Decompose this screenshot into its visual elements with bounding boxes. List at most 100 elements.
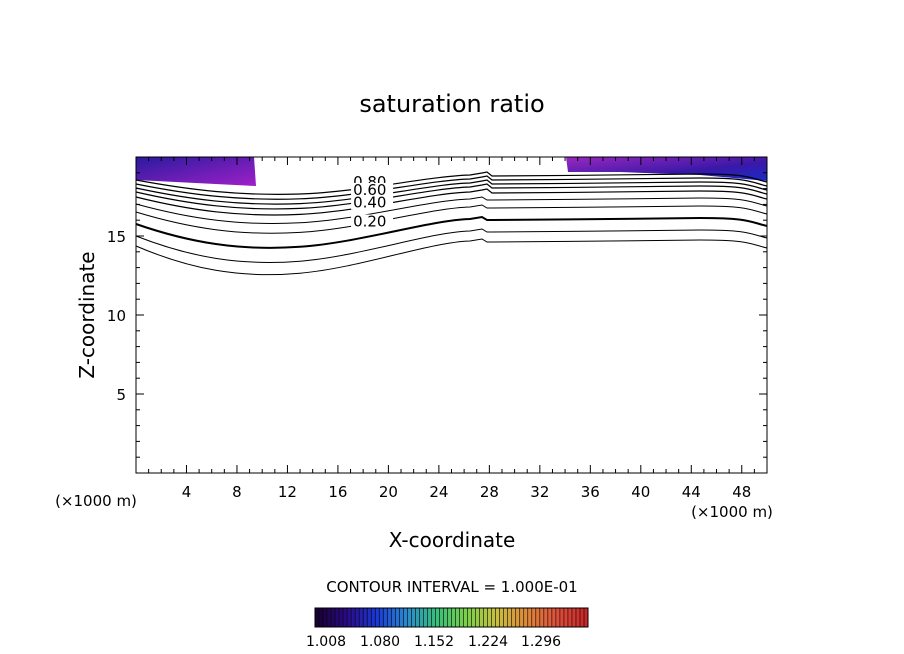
colorbar-cell <box>403 608 408 627</box>
colorbar-cell <box>347 608 352 627</box>
colorbar-cell <box>399 608 404 627</box>
colorbar-cell <box>511 608 516 627</box>
colorbar-cell <box>507 608 512 627</box>
contour-line <box>135 179 768 205</box>
filled-regions <box>136 157 767 186</box>
colorbar-cell <box>315 608 320 627</box>
colorbar-cell <box>379 608 384 627</box>
colorbar-cell <box>479 608 484 627</box>
colorbar-cell <box>547 608 552 627</box>
colorbar-cell <box>563 608 568 627</box>
contour-line <box>135 196 768 225</box>
colorbar-cell <box>535 608 540 627</box>
colorbar-cell <box>411 608 416 627</box>
colorbar-cell <box>531 608 536 627</box>
colorbar-cell <box>579 608 584 627</box>
contour-labels: 0.800.600.400.20 <box>351 173 394 231</box>
colorbar-cell <box>359 608 364 627</box>
x-unit-label-left: (×1000 m) <box>55 492 137 510</box>
colorbar-cell <box>475 608 480 627</box>
colorbar-cell <box>367 608 372 627</box>
x-tick-label: 4 <box>182 483 192 501</box>
x-tick-label: 16 <box>328 483 347 501</box>
colorbar-cell <box>455 608 460 627</box>
colorbar-cell <box>391 608 396 627</box>
x-tick-label: 20 <box>379 483 398 501</box>
colorbar-cell <box>571 608 576 627</box>
contour-line <box>135 171 768 195</box>
colorbar-tick-label: 1.008 <box>306 634 346 650</box>
colorbar-cell <box>503 608 508 627</box>
contour-interval-text: CONTOUR INTERVAL = 1.000E-01 <box>326 578 577 596</box>
colorbar-cell <box>363 608 368 627</box>
x-axis-ticks: 4 8 12 16 20 24 28 32 36 40 44 48 <box>148 157 755 501</box>
colorbar-cell <box>555 608 560 627</box>
contour-line <box>135 183 768 210</box>
colorbar-tick-label: 1.224 <box>468 634 508 650</box>
colorbar-cell <box>343 608 348 627</box>
colorbar-cell <box>423 608 428 627</box>
colorbar-cell <box>459 608 464 627</box>
x-unit-label-right: (×1000 m) <box>691 503 773 521</box>
colorbar-cell <box>575 608 580 627</box>
filled-region-left <box>136 157 256 186</box>
colorbar-cell <box>443 608 448 627</box>
colorbar-cell <box>419 608 424 627</box>
colorbar-tick-label: 1.296 <box>521 634 561 650</box>
y-tick-label: 5 <box>116 386 126 404</box>
contour-line <box>135 204 768 234</box>
colorbar-cell <box>495 608 500 627</box>
colorbar-cell <box>387 608 392 627</box>
colorbar-cell <box>319 608 324 627</box>
x-tick-label: 32 <box>530 483 549 501</box>
colorbar-labels: 1.008 1.080 1.152 1.224 1.296 <box>306 634 561 650</box>
colorbar-cell <box>519 608 524 627</box>
colorbar-cell <box>515 608 520 627</box>
colorbar-cell <box>487 608 492 627</box>
contour-line <box>135 215 768 249</box>
colorbar-cell <box>551 608 556 627</box>
contour-line <box>135 228 768 263</box>
x-tick-label: 24 <box>429 483 448 501</box>
colorbar-cell <box>499 608 504 627</box>
plot-frame <box>135 156 768 474</box>
colorbar-cell <box>371 608 376 627</box>
colorbar-cell <box>415 608 420 627</box>
contour-line <box>135 188 768 216</box>
x-tick-label: 28 <box>480 483 499 501</box>
filled-region-right <box>566 157 767 181</box>
y-tick-label: 10 <box>107 307 126 325</box>
colorbar-cell <box>435 608 440 627</box>
contour-label: 0.20 <box>353 213 386 231</box>
y-axis-ticks: 5 10 15 <box>107 172 767 458</box>
x-tick-label: 36 <box>581 483 600 501</box>
colorbar-cell <box>335 608 340 627</box>
colorbar-cell <box>463 608 468 627</box>
colorbar-cell <box>447 608 452 627</box>
colorbar-cell <box>395 608 400 627</box>
x-tick-label: 8 <box>232 483 242 501</box>
colorbar-cell <box>567 608 572 627</box>
y-axis-label: Z-coordinate <box>75 251 99 378</box>
colorbar-cell <box>355 608 360 627</box>
colorbar-cell <box>323 608 328 627</box>
colorbar-cell <box>331 608 336 627</box>
contour-line <box>135 175 768 200</box>
y-tick-label: 15 <box>107 228 126 246</box>
colorbar-tick-label: 1.080 <box>360 634 400 650</box>
contour-line <box>135 238 768 276</box>
x-tick-label: 48 <box>732 483 751 501</box>
colorbar <box>314 607 589 628</box>
colorbar-cell <box>351 608 356 627</box>
colorbar-cell <box>407 608 412 627</box>
contour-label-bg <box>351 182 394 197</box>
colorbar-cell <box>427 608 432 627</box>
colorbar-cell <box>527 608 532 627</box>
colorbar-cell <box>543 608 548 627</box>
colorbar-cell <box>539 608 544 627</box>
colorbar-frame <box>314 607 589 628</box>
colorbar-cell <box>491 608 496 627</box>
colorbar-cell <box>431 608 436 627</box>
colorbar-cell <box>339 608 344 627</box>
